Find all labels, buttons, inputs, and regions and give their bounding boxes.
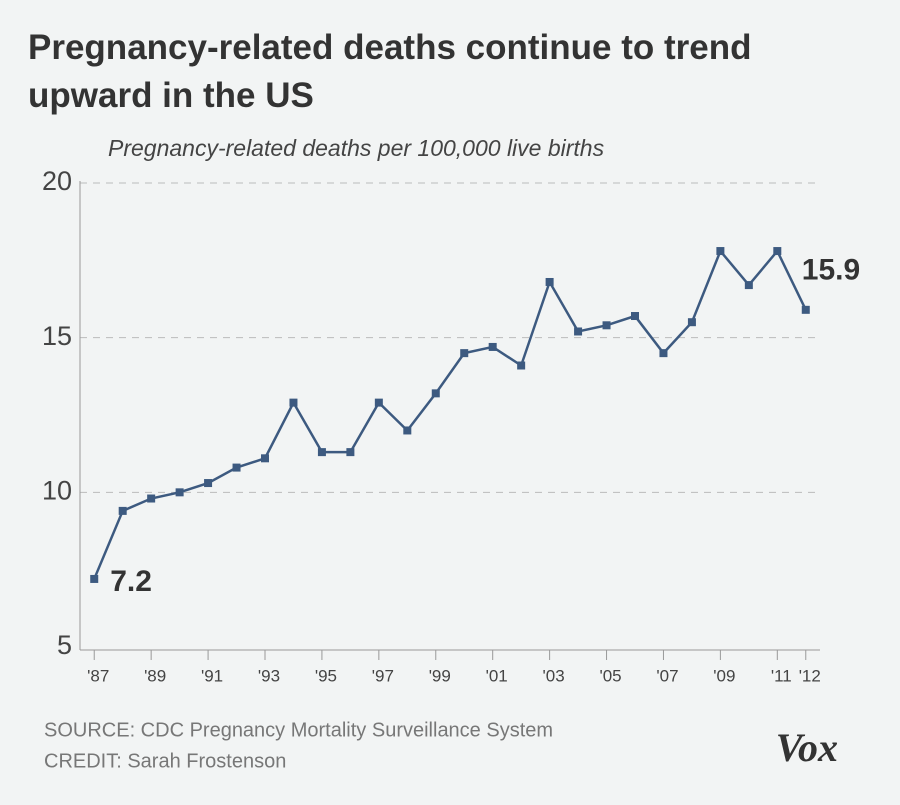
- point: [232, 463, 241, 472]
- point: [659, 349, 668, 358]
- x-tick-label: '11: [771, 666, 792, 685]
- y-tick-label: 15: [42, 321, 72, 351]
- point: [801, 305, 810, 314]
- chart-subtitle: Pregnancy-related deaths per 100,000 liv…: [108, 135, 605, 161]
- x-tick-label: '03: [543, 666, 565, 685]
- point: [261, 454, 269, 463]
- point: [631, 312, 639, 321]
- x-tick-label: '91: [201, 666, 223, 685]
- x-tick-label: '99: [429, 666, 451, 685]
- point: [90, 574, 99, 583]
- title-part: Pregnancy-related deaths continue to tre…: [28, 28, 751, 67]
- x-tick-label: '93: [258, 666, 280, 685]
- data-label: 15.9: [802, 254, 860, 287]
- x-tick-label: '89: [144, 666, 166, 685]
- point: [460, 349, 469, 358]
- x-tick-label: '09: [713, 666, 735, 685]
- x-tick-label: '12: [799, 666, 821, 685]
- chart-title-line-1: Pregnancy-related deaths continue to tre…: [28, 28, 751, 115]
- x-tick-label: '87: [87, 666, 109, 685]
- point: [716, 247, 725, 256]
- point: [517, 361, 526, 370]
- point: [773, 247, 782, 256]
- point: [374, 398, 383, 407]
- title-part: upward in the US: [28, 76, 314, 115]
- line: [93, 248, 807, 580]
- point: [488, 342, 497, 351]
- credit: CREDIT: Sarah Frostenson: [44, 750, 286, 772]
- point: [602, 321, 611, 330]
- point: [289, 398, 298, 407]
- point: [147, 494, 156, 503]
- point: [204, 479, 213, 488]
- point: [403, 426, 412, 435]
- x-tick-label: '95: [315, 666, 337, 685]
- point: [574, 327, 583, 336]
- x-tick-label: '01: [486, 666, 508, 685]
- x-tick-label: '05: [599, 666, 621, 685]
- point: [317, 448, 326, 457]
- y-tick-label: 20: [42, 166, 72, 196]
- data-label: 7.2: [110, 565, 152, 598]
- x-tick-label: '97: [372, 666, 394, 685]
- y-tick-label: 5: [57, 630, 72, 660]
- point: [175, 488, 184, 497]
- logo: Vox: [776, 725, 838, 770]
- point: [346, 448, 355, 457]
- source: SOURCE: CDC Pregnancy Mortality Surveill…: [44, 719, 553, 741]
- point: [431, 389, 440, 398]
- x-tick-label: '07: [656, 666, 678, 685]
- point: [545, 277, 554, 286]
- point: [687, 318, 696, 327]
- point: [118, 506, 127, 515]
- y-tick-label: 10: [42, 475, 72, 505]
- point: [744, 281, 753, 290]
